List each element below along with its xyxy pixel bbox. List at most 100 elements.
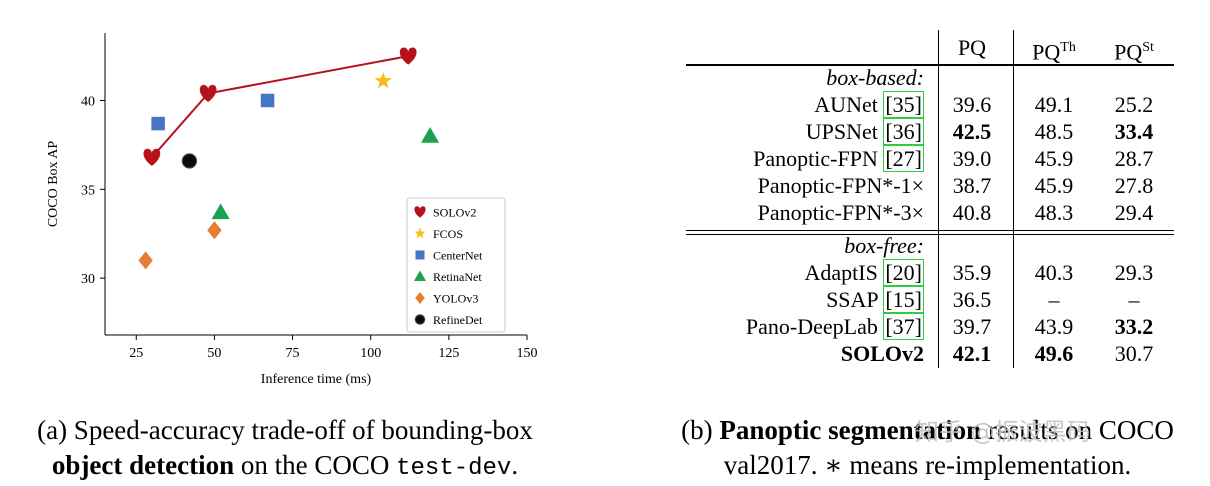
pq-st-value: 30.7 xyxy=(1114,341,1154,366)
x-axis-label: Inference time (ms) xyxy=(261,372,372,387)
pq-st-value: 29.4 xyxy=(1114,200,1154,225)
caption-a-line1: (a) Speed-accuracy trade-off of bounding… xyxy=(37,415,533,445)
legend-label: SOLOv2 xyxy=(433,206,476,220)
header-pq-th-sup: Th xyxy=(1060,40,1076,55)
method-name: SOLOv2 xyxy=(686,340,924,367)
caption-b-rest: results on COCO xyxy=(981,415,1174,445)
caption-a-bold: object detection xyxy=(51,450,235,480)
pq-st-value: 33.2 xyxy=(1114,314,1154,339)
citation-ref: [27] xyxy=(883,145,924,172)
caption-a-mono: test-dev xyxy=(396,455,512,482)
solov2-point xyxy=(143,148,161,166)
citation-ref: [37] xyxy=(883,313,924,340)
caption-b-pre: (b) xyxy=(681,415,720,445)
legend-label: CenterNet xyxy=(433,249,483,263)
pq-value: 42.1 xyxy=(952,341,992,366)
method-name: AUNet [35] xyxy=(686,91,924,118)
yolov3-point xyxy=(138,251,153,270)
method-label: SSAP xyxy=(826,287,878,312)
pq-st-value: 25.2 xyxy=(1114,92,1154,117)
y-tick-label: 35 xyxy=(81,183,95,198)
method-label: Panoptic-FPN*-1× xyxy=(757,173,924,198)
x-tick-label: 150 xyxy=(517,346,538,361)
pq-st-value: 28.7 xyxy=(1114,146,1154,171)
header-pq: PQ xyxy=(957,35,987,60)
pq-th-value: 43.9 xyxy=(1034,314,1074,339)
x-tick-label: 50 xyxy=(207,346,221,361)
x-tick-label: 25 xyxy=(129,346,143,361)
pq-value: 36.5 xyxy=(952,287,992,312)
table-row: AdaptIS [20] 35.9 40.3 29.3 xyxy=(686,259,1174,286)
x-tick-label: 100 xyxy=(360,346,381,361)
caption-a-mid: on the COCO xyxy=(234,450,397,480)
panoptic-results-table: PQ PQTh PQSt box-based: AUNet [35] 39.6 49.1 25… xyxy=(686,30,1174,368)
centernet-point xyxy=(260,93,275,108)
table-row: Panoptic-FPN*-3× 40.8 48.3 29.4 xyxy=(686,199,1174,226)
x-tick-label: 75 xyxy=(286,346,300,361)
method-name: Pano-DeepLab [37] xyxy=(686,313,924,340)
speed-accuracy-chart: 25 50 75 100 125 150 30 35 40 Inference time (ms)… xyxy=(46,33,538,387)
header-pq-things: PQTh xyxy=(1015,34,1093,65)
legend-marker-centernet xyxy=(415,250,425,260)
pq-st-value: – xyxy=(1128,287,1140,312)
pq-value: 42.5 xyxy=(952,119,992,144)
y-tick-label: 40 xyxy=(81,95,95,110)
column-divider-1 xyxy=(938,30,939,368)
legend-box xyxy=(406,197,506,333)
pq-th-value: – xyxy=(1048,287,1060,312)
section-label-row: box-free: xyxy=(686,232,1174,259)
section-rule-top xyxy=(686,230,1174,231)
caption-b-bold: Panoptic segmentation xyxy=(719,415,982,445)
pq-value: 40.8 xyxy=(952,200,992,225)
citation-ref: [20] xyxy=(883,259,924,286)
legend-label: RefineDet xyxy=(433,313,483,327)
legend-marker-retinanet xyxy=(414,270,426,281)
x-tick-label: 125 xyxy=(438,346,459,361)
section-rule-bottom xyxy=(686,234,1174,235)
method-name: Panoptic-FPN*-3× xyxy=(686,199,924,226)
figure-a-caption: (a) Speed-accuracy trade-off of bounding… xyxy=(0,413,570,486)
section-label: box-free: xyxy=(844,233,924,258)
pq-st-value: 33.4 xyxy=(1114,119,1154,144)
header-pq-st-sup: St xyxy=(1142,40,1154,55)
method-label: Panoptic-FPN*-3× xyxy=(757,200,924,225)
pq-th-value: 45.9 xyxy=(1034,173,1074,198)
pq-th-value: 49.6 xyxy=(1034,341,1074,366)
table-row: AUNet [35] 39.6 49.1 25.2 xyxy=(686,91,1174,118)
citation-ref: [36] xyxy=(883,118,924,145)
pq-th-value: 49.1 xyxy=(1034,92,1074,117)
watermark: 知乎 @振波黑码 xyxy=(915,418,1091,446)
legend-label: FCOS xyxy=(433,227,463,241)
method-name: Panoptic-FPN [27] xyxy=(686,145,924,172)
header-pq-th-base: PQ xyxy=(1032,39,1061,65)
method-label: AUNet xyxy=(814,92,878,117)
method-label: UPSNet xyxy=(805,119,878,144)
legend-marker-fcos xyxy=(414,227,426,239)
pq-st-value: 29.3 xyxy=(1114,260,1154,285)
pq-value: 39.0 xyxy=(952,146,992,171)
pq-value: 39.6 xyxy=(952,92,992,117)
retinanet-point xyxy=(421,127,440,143)
header-pq-st-base: PQ xyxy=(1114,39,1143,65)
table-header-row: PQ PQTh PQSt xyxy=(686,34,1174,65)
y-tick-label: 30 xyxy=(81,272,95,287)
header-rule xyxy=(686,64,1174,66)
pq-value: 39.7 xyxy=(952,314,992,339)
pq-th-value: 48.5 xyxy=(1034,119,1074,144)
table-row: Panoptic-FPN [27] 39.0 45.9 28.7 xyxy=(686,145,1174,172)
fcos-point xyxy=(374,72,392,89)
pq-th-value: 45.9 xyxy=(1034,146,1074,171)
figure-b-caption: (b) Panoptic segmentation results on COC… xyxy=(640,413,1210,483)
caption-b-line2: val2017. ∗ means re-implementation. xyxy=(723,450,1132,480)
legend-label: YOLOv3 xyxy=(433,292,478,306)
pq-st-value: 27.8 xyxy=(1114,173,1154,198)
pq-th-value: 40.3 xyxy=(1034,260,1074,285)
yolov3-point xyxy=(207,221,222,240)
method-label: AdaptIS xyxy=(804,260,878,285)
method-name: UPSNet [36] xyxy=(686,118,924,145)
legend-marker-yolov3 xyxy=(415,292,425,304)
centernet-point xyxy=(151,116,165,131)
table-row: UPSNet [36] 42.5 48.5 33.4 xyxy=(686,118,1174,145)
caption-a-end: . xyxy=(511,450,519,480)
legend-marker-refinedet xyxy=(414,314,426,325)
